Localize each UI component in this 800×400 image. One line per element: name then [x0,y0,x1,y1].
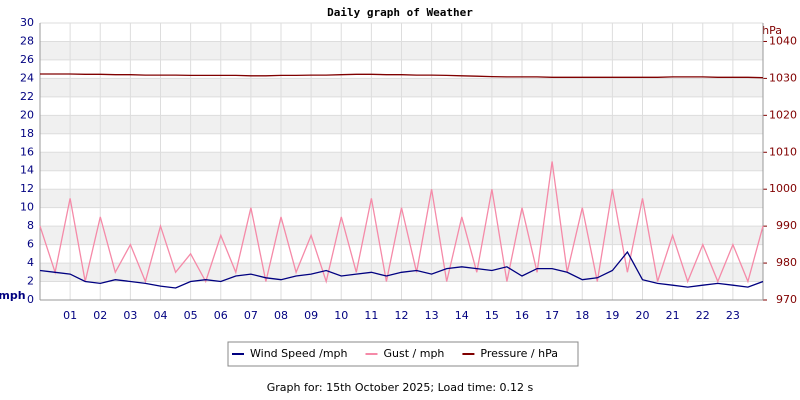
chart-title: Daily graph of Weather [327,6,473,19]
x-tick-label: 07 [244,309,258,322]
y-tick-label: 18 [20,127,34,140]
y-tick-label: 30 [20,16,34,29]
y-tick-label: 2 [27,275,34,288]
x-tick-label: 15 [485,309,499,322]
series-line [39,250,764,289]
legend-box [227,341,579,367]
x-tick-label: 13 [425,309,439,322]
y-tick-label: 0 [27,293,34,306]
y-tick-label: 16 [20,145,34,158]
footer: Graph for: 15th October 2025; Load time:… [267,381,534,394]
y2-tick-label: 990 [776,219,797,232]
y2-tick-label: 980 [776,256,797,269]
y-tick-label: 14 [20,164,34,177]
y-tick-label: 26 [20,53,34,66]
legend-label: Pressure / hPa [480,347,558,360]
x-tick-label: 14 [455,309,469,322]
x-tick-label: 20 [636,309,650,322]
y2-tick-label: 1010 [769,145,797,158]
x-tick-label: 03 [123,309,137,322]
y-axis-label: mph [0,289,26,302]
y2-tick-label: 970 [776,293,797,306]
y-tick-label: 12 [20,182,34,195]
y2-tick-label: 1000 [769,182,797,195]
x-tick-label: 02 [93,309,107,322]
y2-axis-label: hPa [762,24,782,37]
x-tick-label: 01 [63,309,77,322]
x-tick-label: 22 [696,309,710,322]
y-tick-label: 4 [27,256,34,269]
x-tick-label: 08 [274,309,288,322]
y-tick-label: 10 [20,201,34,214]
y-tick-label: 28 [20,34,34,47]
x-tick-label: 11 [364,309,378,322]
x-tick-label: 23 [726,309,740,322]
series-line [40,73,764,79]
y-tick-label: 8 [27,219,34,232]
y2-tick-label: 1040 [769,34,797,47]
legend-label: Wind Speed /mph [250,347,348,360]
x-tick-label: 16 [515,309,529,322]
y2-tick-label: 1030 [769,71,797,84]
y-tick-label: 24 [20,71,34,84]
x-tick-label: 04 [154,309,168,322]
x-tick-label: 21 [666,309,680,322]
x-tick-label: 17 [545,309,559,322]
y2-tick-label: 1020 [769,108,797,121]
y-tick-label: 6 [27,238,34,251]
y-tick-label: 20 [20,108,34,121]
x-tick-label: 19 [605,309,619,322]
x-tick-label: 06 [214,309,228,322]
x-tick-label: 12 [395,309,409,322]
x-tick-label: 05 [184,309,198,322]
y-tick-label: 22 [20,90,34,103]
x-tick-label: 10 [334,309,348,322]
x-tick-label: 18 [575,309,589,322]
series-line [39,161,764,284]
x-tick-label: 09 [304,309,318,322]
legend-label: Gust / mph [384,347,445,360]
